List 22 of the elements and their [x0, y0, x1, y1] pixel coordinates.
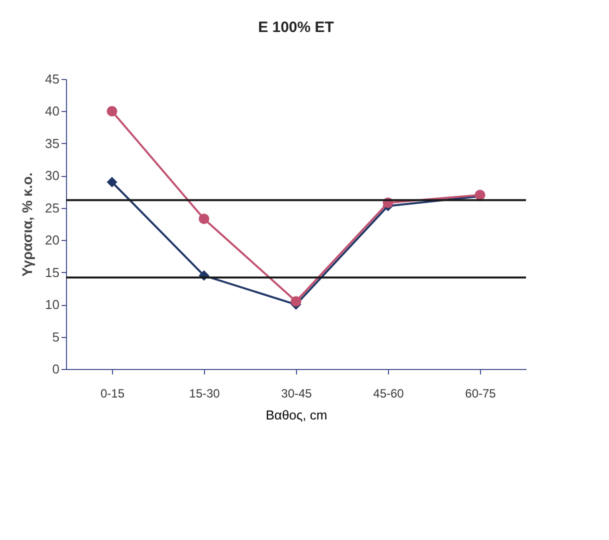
chart-title: E 100% ET [258, 19, 334, 36]
x-tick-label: 60-75 [465, 386, 496, 400]
y-tick-label: 5 [52, 329, 60, 344]
y-axis-title: Υγρασια, % κ.ο. [19, 172, 36, 277]
x-tick-label: 15-30 [189, 386, 220, 400]
y-tick-label: 15 [45, 264, 60, 280]
point [198, 214, 210, 224]
y-tick-label: 35 [45, 136, 60, 151]
x-tick-label: 30-45 [281, 386, 312, 400]
y-tick-label: 0 [52, 362, 60, 376]
point [290, 296, 302, 307]
y-tick-label: 45 [45, 72, 60, 86]
y-tick-label: 25 [45, 200, 60, 216]
point [106, 106, 118, 116]
x-tick-label: 0-15 [100, 386, 125, 400]
y-tick-label: 40 [45, 104, 60, 119]
x-axis-title: Βαθος, cm [266, 408, 328, 422]
y-tick-label: 10 [45, 297, 60, 312]
y-tick-label: 30 [45, 168, 60, 184]
point [106, 176, 118, 188]
x-tick-label: 45-60 [373, 386, 404, 400]
y-tick-label: 20 [45, 232, 60, 248]
